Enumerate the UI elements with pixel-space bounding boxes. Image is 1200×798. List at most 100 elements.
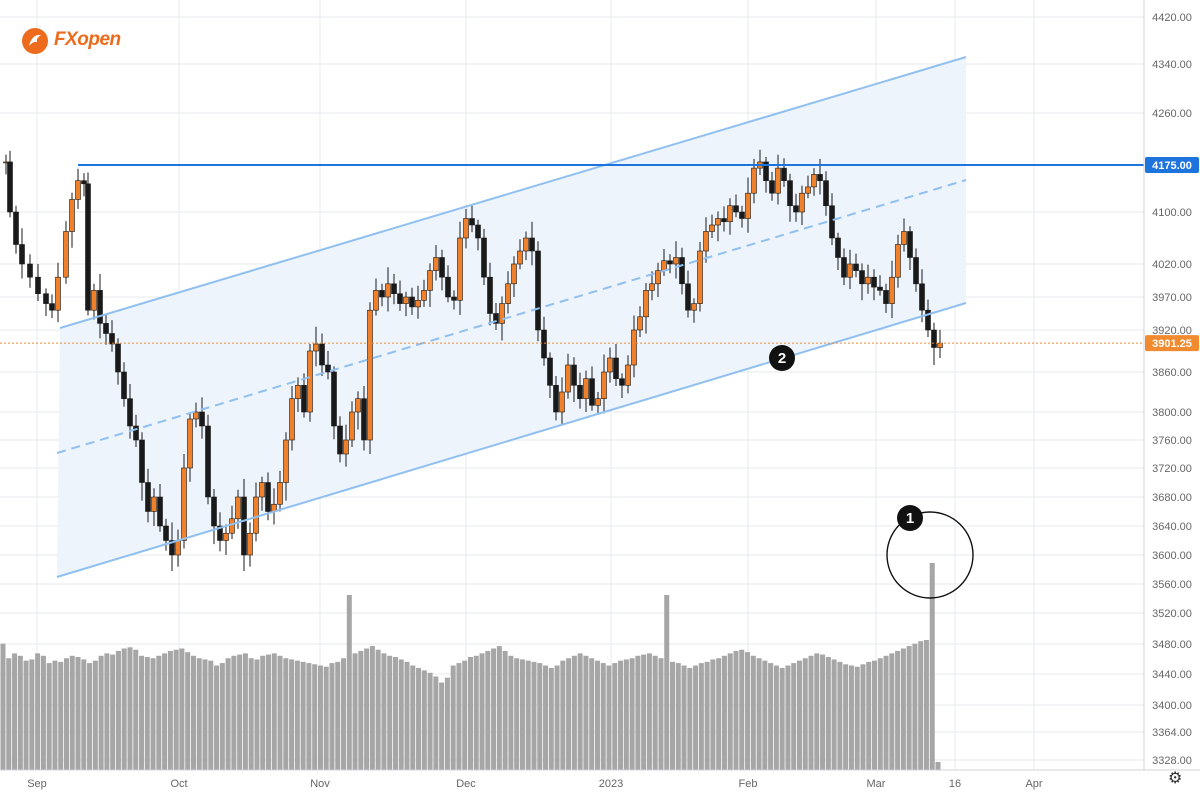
candle-body [361,398,367,441]
candle [517,239,523,270]
last-price-tag-text: 3901.25 [1152,338,1192,350]
candle [151,488,157,526]
candle-body [637,316,643,331]
candle [613,344,619,386]
candle [247,522,253,567]
volume-bar [877,658,883,770]
candle [103,313,109,345]
candle-body [919,283,925,311]
candle [877,275,883,296]
candle [433,245,439,281]
volume-bar [167,650,173,770]
candle-body [133,425,139,441]
candle [421,279,427,307]
candle [49,294,55,319]
candle-body [63,231,69,278]
volume-bar [710,659,716,770]
candlesticks [3,149,943,571]
volume-bar [479,653,485,770]
volume-bar [248,658,254,770]
candle-body [859,270,865,285]
candle-body [649,283,655,291]
volume-bar [900,648,906,770]
candle-body [421,290,427,301]
candle-body [469,218,475,226]
candle-body [871,276,877,288]
volume-bar [623,659,629,770]
candle-body [601,371,607,399]
candle [415,285,421,319]
candle-body [787,180,793,207]
volume-bar [543,665,549,770]
volume-bar [514,658,520,770]
candle [577,372,583,409]
candle-body [97,290,103,324]
volume-bar [208,660,214,770]
candle [307,344,313,422]
volume-bar [571,655,577,770]
volume-bar [762,660,768,770]
candle-body [661,260,667,271]
candle [919,269,925,323]
candle [883,283,889,313]
price-tick-label: 4340.00 [1152,59,1192,71]
volume-bar [190,655,196,770]
volume-bar [802,658,808,770]
volume-bar [381,653,387,770]
price-tick-label: 3600.00 [1152,550,1192,562]
channel-lower-line [56,302,967,578]
candle [655,262,661,297]
volume-bar [589,658,595,770]
volume-bar [502,650,508,770]
gear-icon[interactable]: ⚙ [1168,770,1183,787]
candle-body [439,257,445,278]
volume-bar [548,667,554,770]
trend-lines[interactable] [0,56,1144,578]
candle-body [517,250,523,265]
candle [289,386,295,451]
candle [823,171,829,216]
volume-bar [121,648,127,770]
candle-body [853,263,859,271]
candle-body [685,283,691,311]
volume-bar [843,664,849,770]
volume-bar [127,647,133,770]
volume-bar [866,661,872,770]
candle-body [775,167,781,194]
volume-bar [387,655,393,770]
volume-bar [721,655,727,770]
volume-bar [820,654,826,770]
volume-bar [156,655,162,770]
candle-body [19,244,25,265]
candle [451,290,457,310]
candle-body [883,290,889,304]
volume-bar [704,661,710,770]
volume-bar [341,658,347,770]
volume-bar [144,657,150,770]
candle [625,355,631,394]
candle [745,177,751,233]
candle-body [901,231,907,245]
candle-body [151,496,157,512]
volume-bar [150,658,156,770]
candle-body [13,211,19,245]
volume-bar [283,658,289,770]
candle [157,483,163,532]
candle-body [457,237,463,301]
candle-body [229,518,235,534]
candle-body [631,329,637,366]
candle-body [709,224,715,232]
candle-body [35,276,41,295]
candle-body [937,342,943,348]
volume-bar [675,663,681,770]
candle [631,315,637,378]
candle [361,386,367,451]
volume-bar [508,655,514,770]
volume-bar [139,655,145,770]
volume-bar [872,660,878,770]
price-tick-label: 4100.00 [1152,207,1192,219]
candle-body [211,496,217,527]
